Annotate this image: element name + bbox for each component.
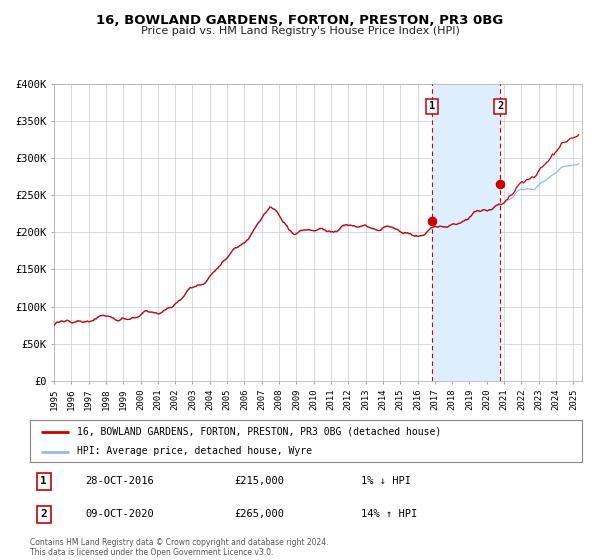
Text: 1: 1 — [40, 476, 47, 486]
Text: 16, BOWLAND GARDENS, FORTON, PRESTON, PR3 0BG: 16, BOWLAND GARDENS, FORTON, PRESTON, PR… — [97, 14, 503, 27]
Text: 28-OCT-2016: 28-OCT-2016 — [85, 476, 154, 486]
Text: 14% ↑ HPI: 14% ↑ HPI — [361, 510, 418, 520]
Text: Price paid vs. HM Land Registry's House Price Index (HPI): Price paid vs. HM Land Registry's House … — [140, 26, 460, 36]
Text: 16, BOWLAND GARDENS, FORTON, PRESTON, PR3 0BG (detached house): 16, BOWLAND GARDENS, FORTON, PRESTON, PR… — [77, 427, 441, 437]
Bar — [432, 84, 500, 381]
Text: HPI: Average price, detached house, Wyre: HPI: Average price, detached house, Wyre — [77, 446, 312, 456]
Text: 2: 2 — [497, 101, 503, 111]
Point — [427, 217, 437, 226]
Text: £265,000: £265,000 — [234, 510, 284, 520]
Text: Contains HM Land Registry data © Crown copyright and database right 2024.
This d: Contains HM Land Registry data © Crown c… — [30, 538, 329, 557]
Text: 09-OCT-2020: 09-OCT-2020 — [85, 510, 154, 520]
Text: 1: 1 — [429, 101, 435, 111]
Text: 2: 2 — [40, 510, 47, 520]
Point — [496, 180, 505, 189]
Text: £215,000: £215,000 — [234, 476, 284, 486]
Text: 1% ↓ HPI: 1% ↓ HPI — [361, 476, 411, 486]
